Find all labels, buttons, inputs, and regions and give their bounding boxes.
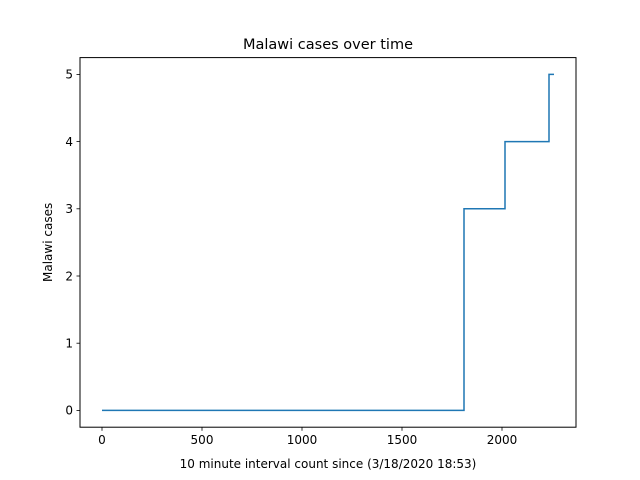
x-tick-label: 0 xyxy=(98,433,106,447)
y-tick-label: 0 xyxy=(65,404,73,418)
y-tick-label: 5 xyxy=(65,68,73,82)
y-tick-label: 2 xyxy=(65,269,73,283)
marks-layer xyxy=(102,73,554,412)
x-tick-label: 500 xyxy=(191,433,214,447)
y-tick-label: 1 xyxy=(65,337,73,351)
x-tick-label: 1500 xyxy=(387,433,418,447)
x-tick-label: 1000 xyxy=(287,433,318,447)
y-tick-label: 3 xyxy=(65,202,73,216)
y-tick-label: 4 xyxy=(65,135,73,149)
y-axis-label: Malawi cases xyxy=(41,203,55,282)
series-line-0 xyxy=(102,73,554,412)
chart-title: Malawi cases over time xyxy=(243,37,413,53)
plot-frame xyxy=(79,57,577,428)
x-axis-label: 10 minute interval count since (3/18/202… xyxy=(180,457,477,471)
x-tick-label: 2000 xyxy=(487,433,518,447)
ticks-layer: 0 500 1000 1500 2000 0 1 2 3 4 5 xyxy=(65,68,517,448)
